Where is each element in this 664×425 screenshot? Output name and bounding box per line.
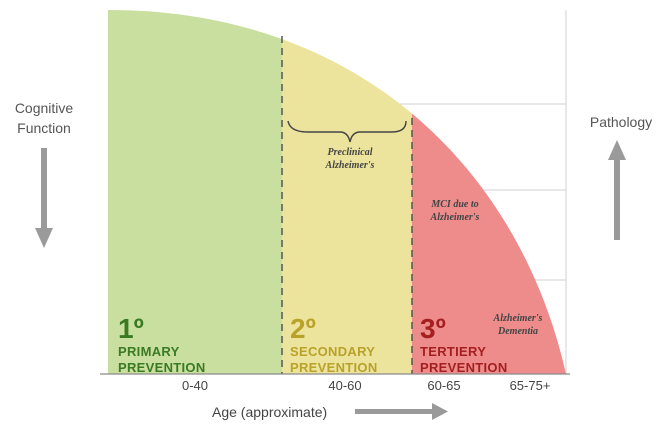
preclinical-brace (287, 120, 407, 143)
zone-line1: TERTIERY (420, 344, 487, 359)
preclinical-line2: Alzheimer's (325, 160, 375, 171)
preclinical-annotation: Preclinical Alzheimer's (310, 146, 390, 172)
right-arrow-icon (355, 403, 448, 420)
dementia-line2: Dementia (498, 326, 538, 337)
age-tick: 0-40 (181, 378, 209, 393)
primary-zone (108, 10, 282, 374)
up-arrow-icon (608, 140, 626, 240)
zone-line2: PREVENTION (420, 360, 508, 375)
zone-number: 3º (420, 313, 446, 344)
age-tick: 65-75+ (509, 378, 551, 393)
zone-number: 2º (290, 313, 316, 344)
mci-annotation: MCI due to Alzheimer's (418, 198, 492, 224)
age-tick: 60-65 (427, 378, 461, 393)
tertiary-prevention-label: 3º TERTIERY PREVENTION (420, 314, 508, 376)
zone-number: 1º (118, 313, 144, 344)
mci-line2: Alzheimer's (430, 212, 480, 223)
cognitive-function-label: Cognitive Function (8, 98, 80, 138)
preclinical-line1: Preclinical (327, 147, 373, 158)
zone-line1: SECONDARY (290, 344, 376, 359)
primary-prevention-label: 1º PRIMARY PREVENTION (118, 314, 206, 376)
cognitive-label-line2: Function (17, 120, 71, 136)
dementia-line1: Alzheimer's (493, 313, 543, 324)
down-arrow-icon (35, 148, 53, 248)
dementia-annotation: Alzheimer's Dementia (482, 312, 554, 338)
mci-line1: MCI due to (431, 199, 479, 210)
secondary-prevention-label: 2º SECONDARY PREVENTION (290, 314, 378, 376)
age-tick: 40-60 (328, 378, 362, 393)
zone-line2: PREVENTION (290, 360, 378, 375)
cognitive-label-line1: Cognitive (14, 100, 74, 116)
zone-line1: PRIMARY (118, 344, 180, 359)
pathology-label: Pathology (589, 114, 653, 130)
x-axis-label: Age (approximate) (212, 404, 328, 420)
zone-line2: PREVENTION (118, 360, 206, 375)
